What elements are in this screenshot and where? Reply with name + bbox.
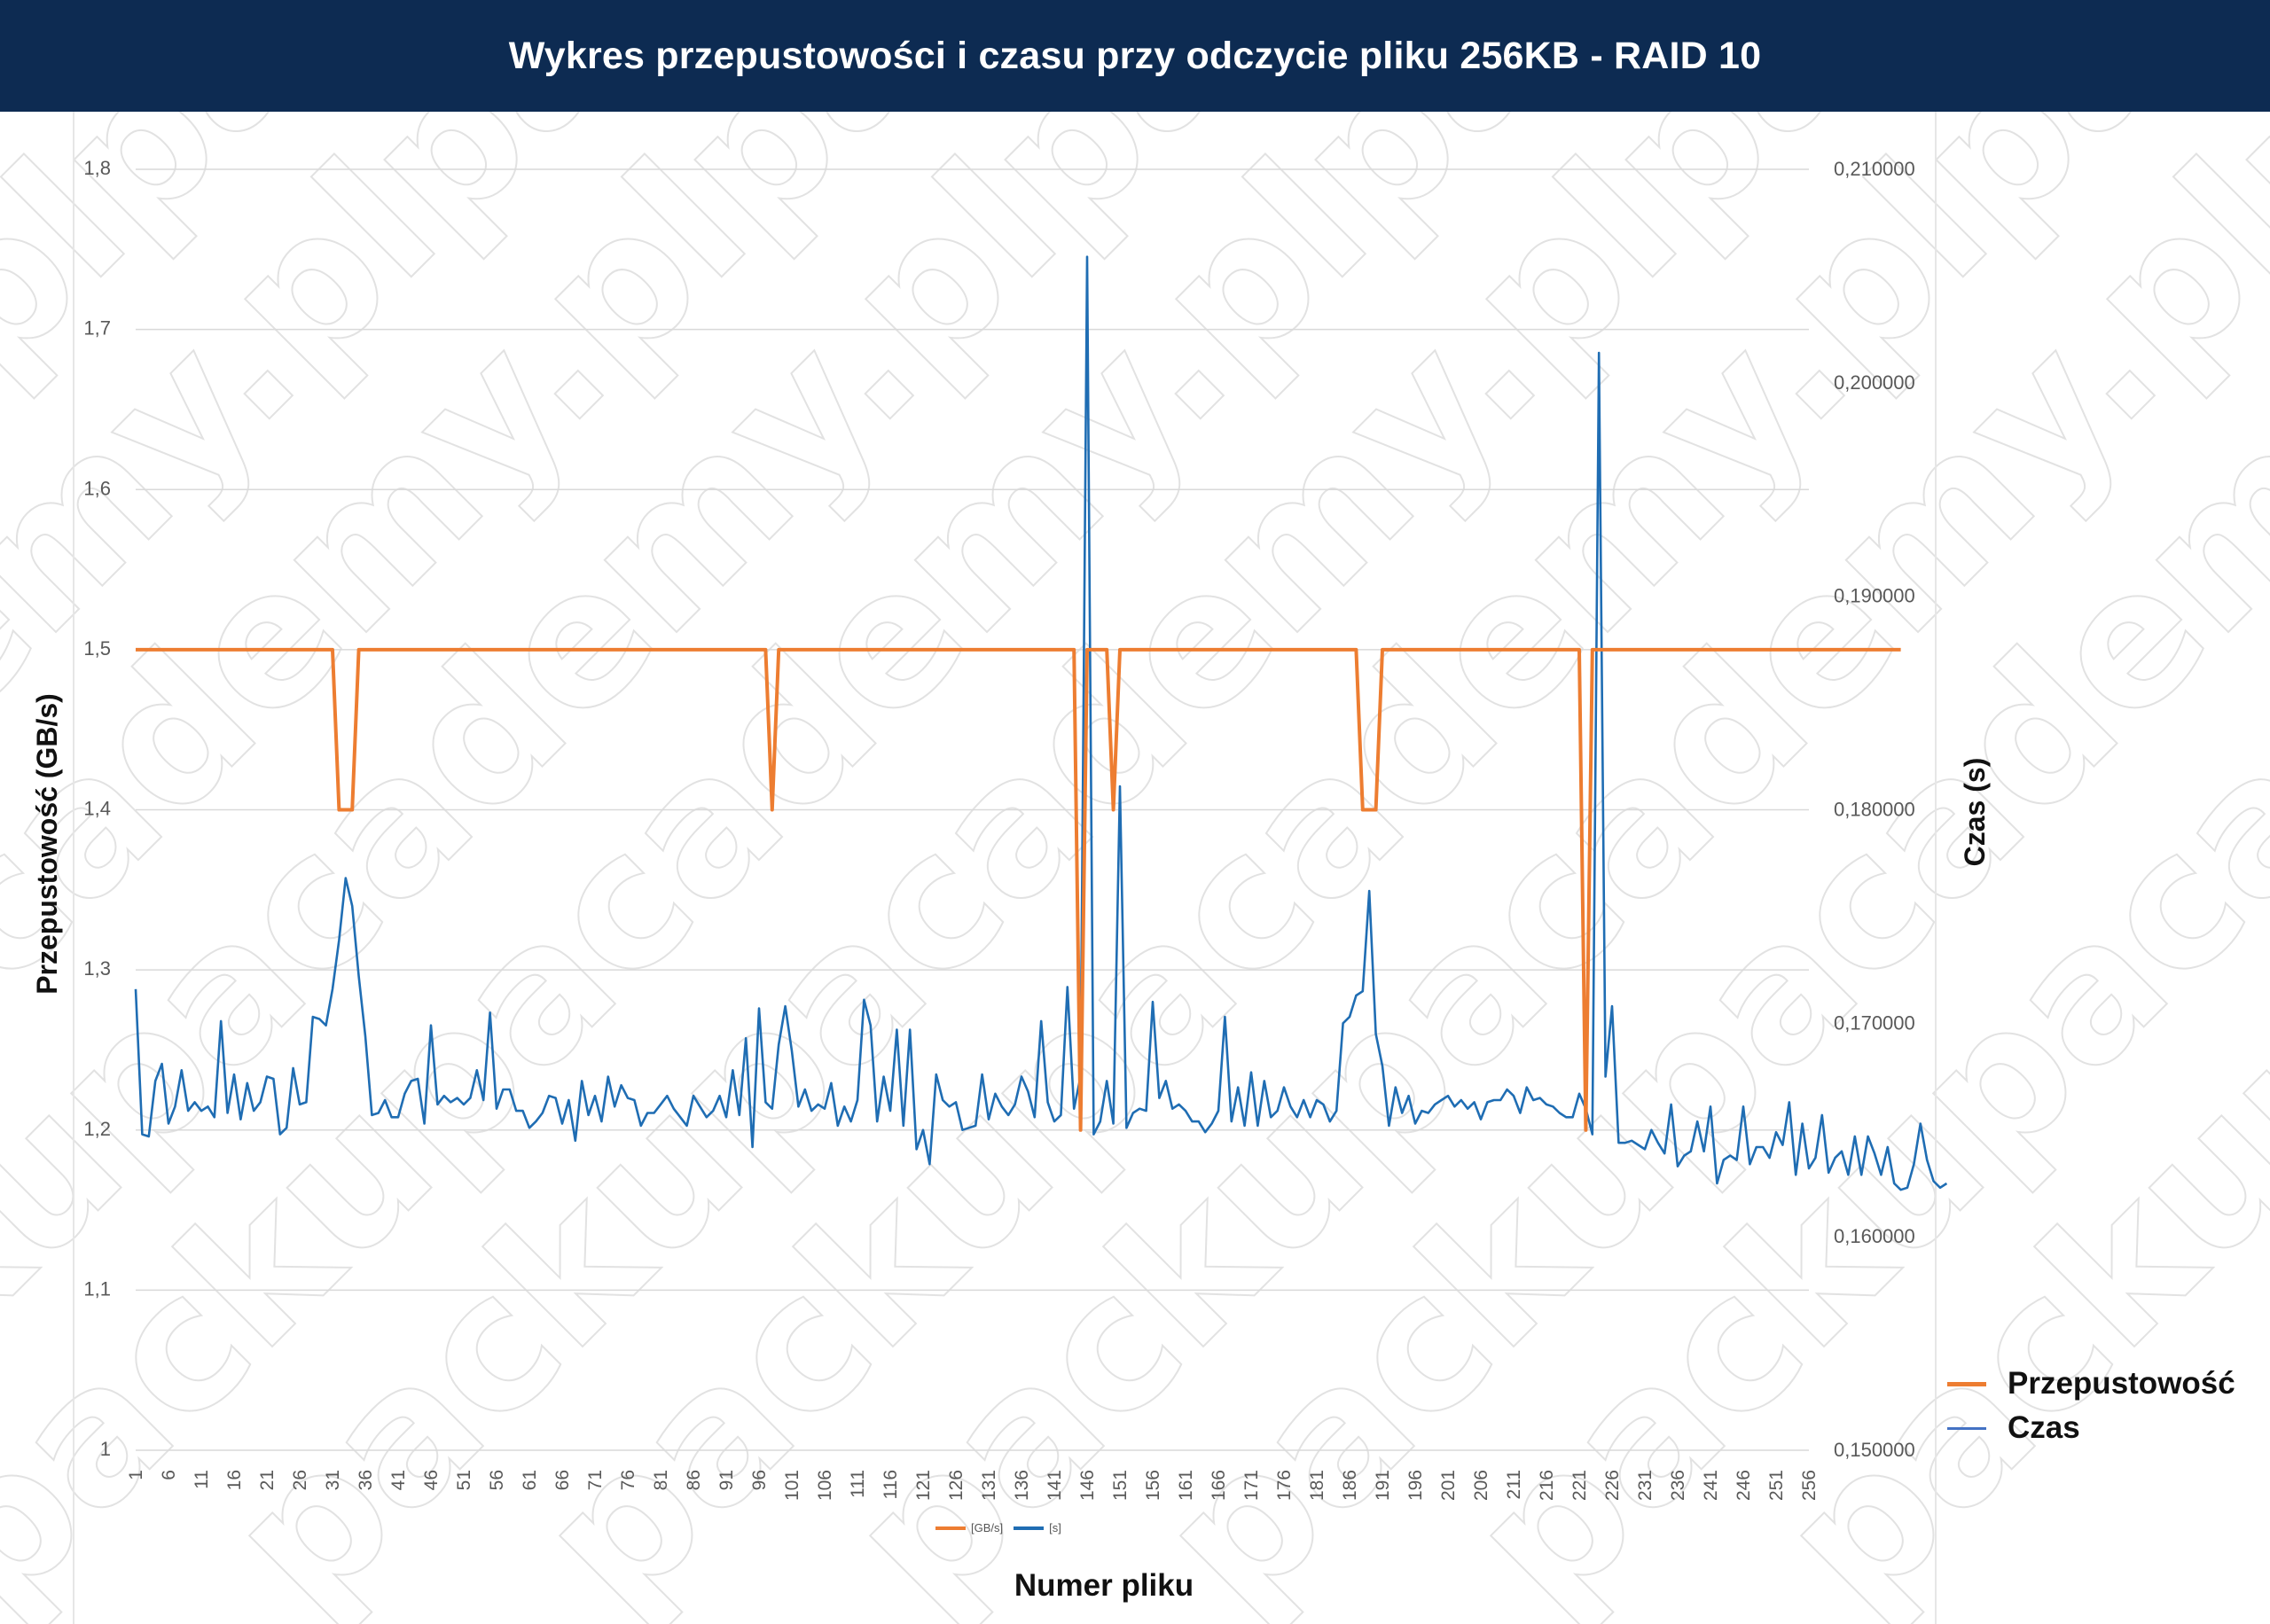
x-tick-label: 36: [356, 1470, 376, 1490]
legend-item-time: Czas: [1947, 1406, 2235, 1450]
y2-tick-label: 0,210000: [1834, 158, 1915, 180]
x-tick-label: 221: [1569, 1470, 1590, 1501]
x-tick-label: 171: [1241, 1470, 1262, 1501]
x-tick-label: 81: [651, 1470, 671, 1490]
y-axis-label: Przepustowość (GB/s): [31, 693, 63, 995]
x-tick-label: 196: [1405, 1470, 1426, 1501]
watermark: packupacademy.plpackupacademy.plpackupac…: [0, 112, 2270, 1624]
y2-tick-label: 0,150000: [1834, 1439, 1915, 1461]
legend: Przepustowość Czas: [1947, 1362, 2235, 1450]
y-tick-label: 1,6: [83, 477, 111, 499]
x-tick-label: 161: [1176, 1470, 1196, 1501]
y2-tick-label: 0,180000: [1834, 799, 1915, 821]
y2-tick-label: 0,160000: [1834, 1225, 1915, 1247]
x-tick-label: 86: [684, 1470, 704, 1490]
x-tick-label: 251: [1766, 1470, 1787, 1501]
x-tick-label: 111: [848, 1470, 868, 1498]
x-tick-label: 136: [1012, 1470, 1032, 1501]
x-tick-label: 96: [749, 1470, 770, 1490]
x-tick-label: 91: [716, 1470, 737, 1490]
x-tick-label: 231: [1635, 1470, 1656, 1501]
x-tick-label: 61: [520, 1470, 540, 1490]
x-tick-label: 256: [1799, 1470, 1820, 1501]
series-line-time: [134, 255, 1948, 1191]
chart-header: Wykres przepustowości i czasu przy odczy…: [0, 0, 2270, 112]
x-tick-label: 66: [552, 1470, 573, 1490]
legend-label-time: Czas: [2008, 1410, 2080, 1445]
y-tick-label: 1,7: [83, 317, 111, 340]
x-tick-label: 141: [1045, 1470, 1065, 1501]
y-tick-label: 1,2: [83, 1118, 111, 1140]
x-tick-label: 186: [1340, 1470, 1360, 1501]
x-tick-label: 11: [192, 1470, 212, 1489]
x-tick-label: 241: [1701, 1470, 1721, 1501]
y-axis-right-ticks: 0,150000 0,160000 0,170000 0,180000 0,190000…: [1834, 158, 1915, 1461]
x-tick-label: 191: [1373, 1470, 1393, 1501]
x-tick-label: 71: [585, 1470, 606, 1490]
inner-legend-swatch-s: [1014, 1526, 1045, 1530]
x-axis-ticks: 1 6 11 16 21 26 31 36 41 46 51 56 61 66 71 76 81 86 91 96 10…: [126, 1470, 1820, 1501]
x-tick-label: 126: [946, 1470, 967, 1501]
x-tick-label: 216: [1537, 1470, 1557, 1501]
x-tick-label: 6: [159, 1470, 179, 1480]
x-tick-label: 76: [618, 1470, 638, 1490]
x-tick-label: 31: [323, 1470, 343, 1490]
x-tick-label: 246: [1734, 1470, 1754, 1501]
y-tick-label: 1,1: [83, 1277, 111, 1300]
x-tick-label: 56: [487, 1470, 507, 1490]
x-tick-label: 226: [1602, 1470, 1623, 1501]
x-tick-label: 206: [1471, 1470, 1491, 1501]
y2-tick-label: 0,170000: [1834, 1011, 1915, 1034]
x-tick-label: 26: [290, 1470, 310, 1490]
y2-tick-label: 0,190000: [1834, 585, 1915, 607]
chart: packupacademy.plpackupacademy.plpackupac…: [0, 112, 2270, 1624]
legend-swatch-time: [1947, 1426, 1986, 1430]
chart-title: Wykres przepustowości i czasu przy odczy…: [508, 34, 1762, 77]
legend-swatch-throughput: [1947, 1381, 1986, 1386]
x-tick-label: 51: [454, 1470, 474, 1490]
x-tick-label: 41: [388, 1470, 409, 1490]
inner-legend-label-gbs: [GB/s]: [971, 1521, 1004, 1534]
inner-legend-swatch-gbs: [935, 1526, 966, 1530]
x-tick-label: 106: [815, 1470, 835, 1501]
legend-label-throughput: Przepustowość: [2008, 1366, 2235, 1401]
x-tick-label: 176: [1274, 1470, 1295, 1501]
x-tick-label: 201: [1438, 1470, 1459, 1501]
x-tick-label: 211: [1504, 1470, 1524, 1499]
y2-axis-label: Czas (s): [1959, 758, 1991, 867]
x-tick-label: 21: [257, 1470, 278, 1490]
y-tick-label: 1,5: [83, 637, 111, 660]
x-tick-label: 181: [1307, 1470, 1327, 1501]
x-tick-label: 16: [224, 1470, 245, 1490]
x-axis-label: Numer pliku: [1014, 1568, 1194, 1603]
y-axis-left-ticks: 1 1,1 1,2 1,3 1,4 1,5 1,6 1,7 1,8: [83, 157, 111, 1460]
x-tick-label: 46: [421, 1470, 442, 1490]
x-tick-label: 156: [1143, 1470, 1163, 1501]
x-tick-label: 121: [913, 1470, 934, 1501]
x-tick-label: 146: [1077, 1470, 1098, 1501]
y-tick-label: 1,3: [83, 957, 111, 980]
series-line-throughput: [136, 647, 1901, 1132]
x-tick-label: 101: [782, 1470, 802, 1501]
x-tick-label: 166: [1209, 1470, 1229, 1501]
y-tick-label: 1: [100, 1438, 111, 1460]
x-tick-label: 151: [1110, 1470, 1131, 1501]
series: [134, 255, 1948, 1191]
x-tick-label: 1: [126, 1470, 146, 1480]
inner-legend: [GB/s] [s]: [935, 1521, 1072, 1534]
x-tick-label: 131: [979, 1470, 999, 1501]
y2-tick-label: 0,200000: [1834, 371, 1915, 394]
x-tick-label: 116: [881, 1470, 901, 1499]
y-tick-label: 1,4: [83, 798, 111, 820]
inner-legend-label-s: [s]: [1049, 1521, 1061, 1534]
x-tick-label: 236: [1668, 1470, 1688, 1501]
legend-item-throughput: Przepustowość: [1947, 1362, 2235, 1406]
y-tick-label: 1,8: [83, 157, 111, 179]
